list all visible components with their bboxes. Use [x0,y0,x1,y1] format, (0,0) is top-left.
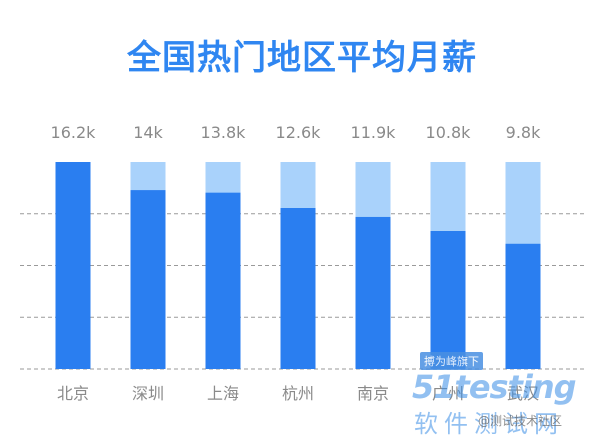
bar-0 [55,162,91,369]
data-label-5: 10.8k [426,123,472,142]
watermark-author: @测试技术社区 [478,414,563,428]
bar-6 [505,243,541,369]
x-tick-label-0: 北京 [57,384,89,403]
data-label-6: 9.8k [506,123,541,142]
watermark-subtitle: 软件测试网 [414,410,564,438]
labels: 16.2k 北京 14k 深圳 13.8k 上海 12.6k 杭州 11.9k 南京 10.8k 广州… [51,123,542,403]
bar-3 [280,208,316,369]
chart-title: 全国热门地区平均月薪 [127,38,477,78]
bar-5 [430,231,466,369]
x-tick-label-1: 深圳 [132,384,164,403]
bar-1 [130,190,166,369]
x-tick-label-6: 武汉 [507,384,539,403]
data-label-1: 14k [133,123,163,142]
x-tick-label-2: 上海 [207,384,239,403]
watermark-tag: 搏为峰旗下 [420,352,483,370]
data-label-2: 13.8k [201,123,247,142]
data-label-4: 11.9k [351,123,397,142]
x-tick-label-5: 广州 [432,384,464,403]
x-tick-label-3: 杭州 [282,384,314,403]
x-tick-label-4: 南京 [357,384,389,403]
bar-4 [355,216,391,369]
bars [55,162,541,369]
data-label-0: 16.2k [51,123,97,142]
bar-2 [205,192,241,369]
data-label-3: 12.6k [276,123,322,142]
watermark-logo: 51testing [412,368,577,406]
